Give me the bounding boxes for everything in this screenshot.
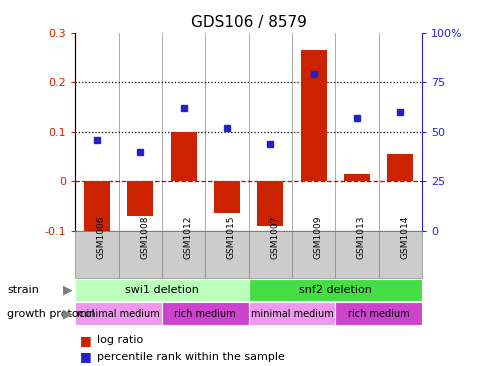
Text: GSM1012: GSM1012 bbox=[183, 216, 192, 259]
Bar bbox=[170, 132, 196, 181]
Text: rich medium: rich medium bbox=[347, 309, 408, 319]
Bar bbox=[257, 181, 283, 225]
Bar bbox=[205, 231, 248, 278]
Text: ▶: ▶ bbox=[63, 307, 73, 320]
Text: ■: ■ bbox=[80, 334, 91, 347]
Text: snf2 deletion: snf2 deletion bbox=[298, 285, 371, 295]
Text: GSM1015: GSM1015 bbox=[227, 216, 235, 259]
Text: percentile rank within the sample: percentile rank within the sample bbox=[97, 352, 284, 362]
Bar bbox=[343, 174, 369, 181]
Bar bbox=[248, 231, 291, 278]
Bar bbox=[248, 302, 334, 325]
Text: GSM1006: GSM1006 bbox=[97, 216, 106, 259]
Bar bbox=[378, 231, 421, 278]
Text: ■: ■ bbox=[80, 350, 91, 363]
Bar bbox=[300, 50, 326, 181]
Text: GSM1009: GSM1009 bbox=[313, 216, 322, 259]
Bar bbox=[162, 302, 248, 325]
Bar bbox=[334, 302, 421, 325]
Text: ▶: ▶ bbox=[63, 284, 73, 296]
Bar bbox=[75, 279, 248, 302]
Bar bbox=[84, 181, 109, 238]
Bar bbox=[213, 181, 240, 213]
Text: strain: strain bbox=[7, 285, 39, 295]
Bar bbox=[75, 231, 118, 278]
Bar bbox=[118, 231, 162, 278]
Title: GDS106 / 8579: GDS106 / 8579 bbox=[190, 15, 306, 30]
Text: GSM1008: GSM1008 bbox=[140, 216, 149, 259]
Text: minimal medium: minimal medium bbox=[77, 309, 160, 319]
Bar bbox=[334, 231, 378, 278]
Bar bbox=[291, 231, 334, 278]
Bar bbox=[386, 154, 412, 181]
Bar bbox=[75, 302, 162, 325]
Bar bbox=[248, 279, 421, 302]
Text: swi1 deletion: swi1 deletion bbox=[125, 285, 198, 295]
Text: GSM1013: GSM1013 bbox=[356, 216, 365, 259]
Text: growth protocol: growth protocol bbox=[7, 309, 95, 319]
Text: GSM1014: GSM1014 bbox=[399, 216, 408, 259]
Text: minimal medium: minimal medium bbox=[250, 309, 333, 319]
Bar bbox=[162, 231, 205, 278]
Text: log ratio: log ratio bbox=[97, 335, 143, 346]
Text: GSM1007: GSM1007 bbox=[270, 216, 279, 259]
Bar bbox=[127, 181, 153, 216]
Text: rich medium: rich medium bbox=[174, 309, 236, 319]
